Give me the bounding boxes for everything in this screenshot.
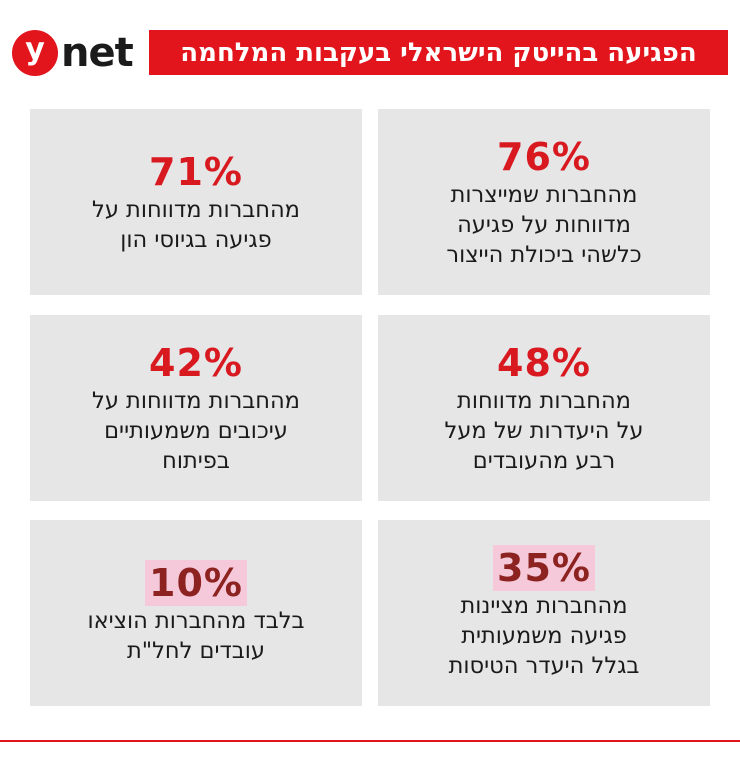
stat-card-development-delays: 42% מהחברות מדווחות על עיכובים משמעותיים…	[30, 315, 362, 501]
stat-card-unpaid-leave: 10% בלבד מהחברות הוציאו עובדים לחל"ת	[30, 520, 362, 706]
ynet-logo[interactable]: y net	[12, 30, 134, 76]
stat-description: מהחברות מדווחות על עיכובים משמעותיים בפי…	[92, 388, 300, 474]
stat-description: מהחברות שמייצרות מדווחות על פגיעה כלשהי …	[446, 182, 642, 268]
stat-description: מהחברות מציינות פגיעה משמעותית בגלל היעד…	[448, 593, 640, 679]
logo-y-circle: y	[12, 30, 58, 76]
stat-value: 76%	[497, 135, 591, 179]
stat-description: מהחברות מדווחות על פגיעה בגיוסי הון	[92, 197, 300, 253]
stat-description: מהחברות מדווחות על היעדרות של מעל רבע מה…	[444, 388, 644, 474]
chart-title: הפגיעה בהייטק הישראלי בעקבות המלחמה	[180, 37, 697, 68]
stat-value: 48%	[497, 341, 591, 385]
stat-value: 35%	[493, 545, 595, 591]
stat-value: 42%	[149, 341, 243, 385]
stat-description: בלבד מהחברות הוציאו עובדים לחל"ת	[87, 608, 305, 664]
stat-card-flights: 35% מהחברות מציינות פגיעה משמעותית בגלל …	[378, 520, 710, 706]
stat-card-production: 76% מהחברות שמייצרות מדווחות על פגיעה כל…	[378, 109, 710, 295]
stat-card-capital-raising: 71% מהחברות מדווחות על פגיעה בגיוסי הון	[30, 109, 362, 295]
logo-wordmark: net	[61, 30, 134, 76]
title-banner: הפגיעה בהייטק הישראלי בעקבות המלחמה	[149, 30, 728, 75]
stat-value: 71%	[149, 150, 243, 194]
footer-divider	[0, 740, 740, 742]
stat-card-employee-absence: 48% מהחברות מדווחות על היעדרות של מעל רב…	[378, 315, 710, 501]
stat-value: 10%	[145, 560, 247, 606]
